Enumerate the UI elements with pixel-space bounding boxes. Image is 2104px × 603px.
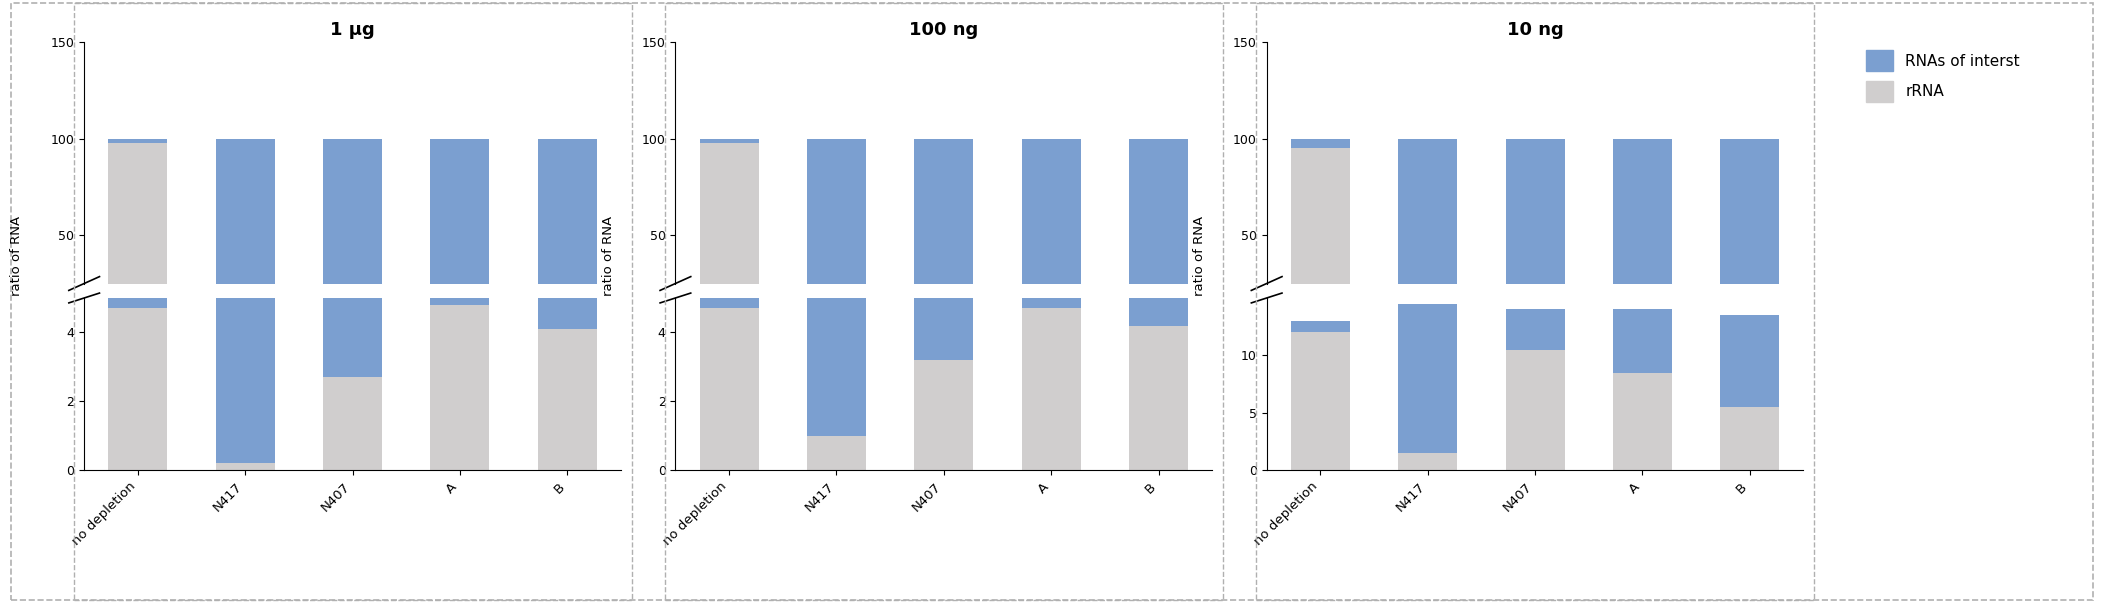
Bar: [699, 308, 760, 470]
Bar: [1130, 139, 1189, 332]
Bar: [217, 139, 276, 332]
Bar: [699, 139, 760, 142]
Bar: [1721, 139, 1780, 332]
Bar: [217, 464, 276, 470]
Bar: [1506, 139, 1565, 332]
Bar: [1292, 321, 1351, 332]
Bar: [1614, 373, 1673, 470]
Text: ratio of RNA: ratio of RNA: [11, 216, 23, 296]
Bar: [1023, 308, 1081, 470]
Bar: [1130, 326, 1189, 470]
Bar: [539, 139, 598, 332]
Bar: [915, 360, 974, 470]
Text: ratio of RNA: ratio of RNA: [602, 216, 614, 296]
Bar: [324, 298, 383, 377]
Bar: [1399, 304, 1458, 453]
Title: 10 ng: 10 ng: [1506, 21, 1563, 39]
Bar: [1399, 453, 1458, 470]
Bar: [1506, 309, 1565, 350]
Bar: [915, 139, 974, 332]
Bar: [808, 436, 867, 470]
Bar: [107, 308, 168, 470]
Title: 100 ng: 100 ng: [909, 21, 978, 39]
Bar: [1130, 298, 1189, 326]
Bar: [1023, 139, 1081, 332]
Bar: [699, 298, 760, 308]
Bar: [324, 139, 383, 332]
Bar: [431, 139, 490, 332]
Bar: [1292, 332, 1351, 470]
Text: ratio of RNA: ratio of RNA: [1193, 216, 1206, 296]
Bar: [431, 298, 490, 305]
Bar: [324, 377, 383, 470]
Bar: [1506, 350, 1565, 470]
Bar: [539, 298, 598, 329]
Bar: [699, 142, 760, 332]
Bar: [107, 142, 168, 332]
Bar: [107, 139, 168, 142]
Bar: [808, 298, 867, 436]
Bar: [808, 139, 867, 332]
Bar: [1292, 139, 1351, 148]
Bar: [1721, 315, 1780, 407]
Bar: [1721, 407, 1780, 470]
Bar: [431, 305, 490, 470]
Title: 1 μg: 1 μg: [330, 21, 375, 39]
Bar: [1023, 298, 1081, 308]
Bar: [217, 298, 276, 464]
Bar: [1614, 139, 1673, 332]
Bar: [539, 329, 598, 470]
Bar: [1399, 139, 1458, 332]
Bar: [1614, 309, 1673, 373]
Legend: RNAs of interst, rRNA: RNAs of interst, rRNA: [1866, 50, 2020, 103]
Bar: [915, 298, 974, 360]
Bar: [1292, 148, 1351, 332]
Bar: [107, 298, 168, 308]
